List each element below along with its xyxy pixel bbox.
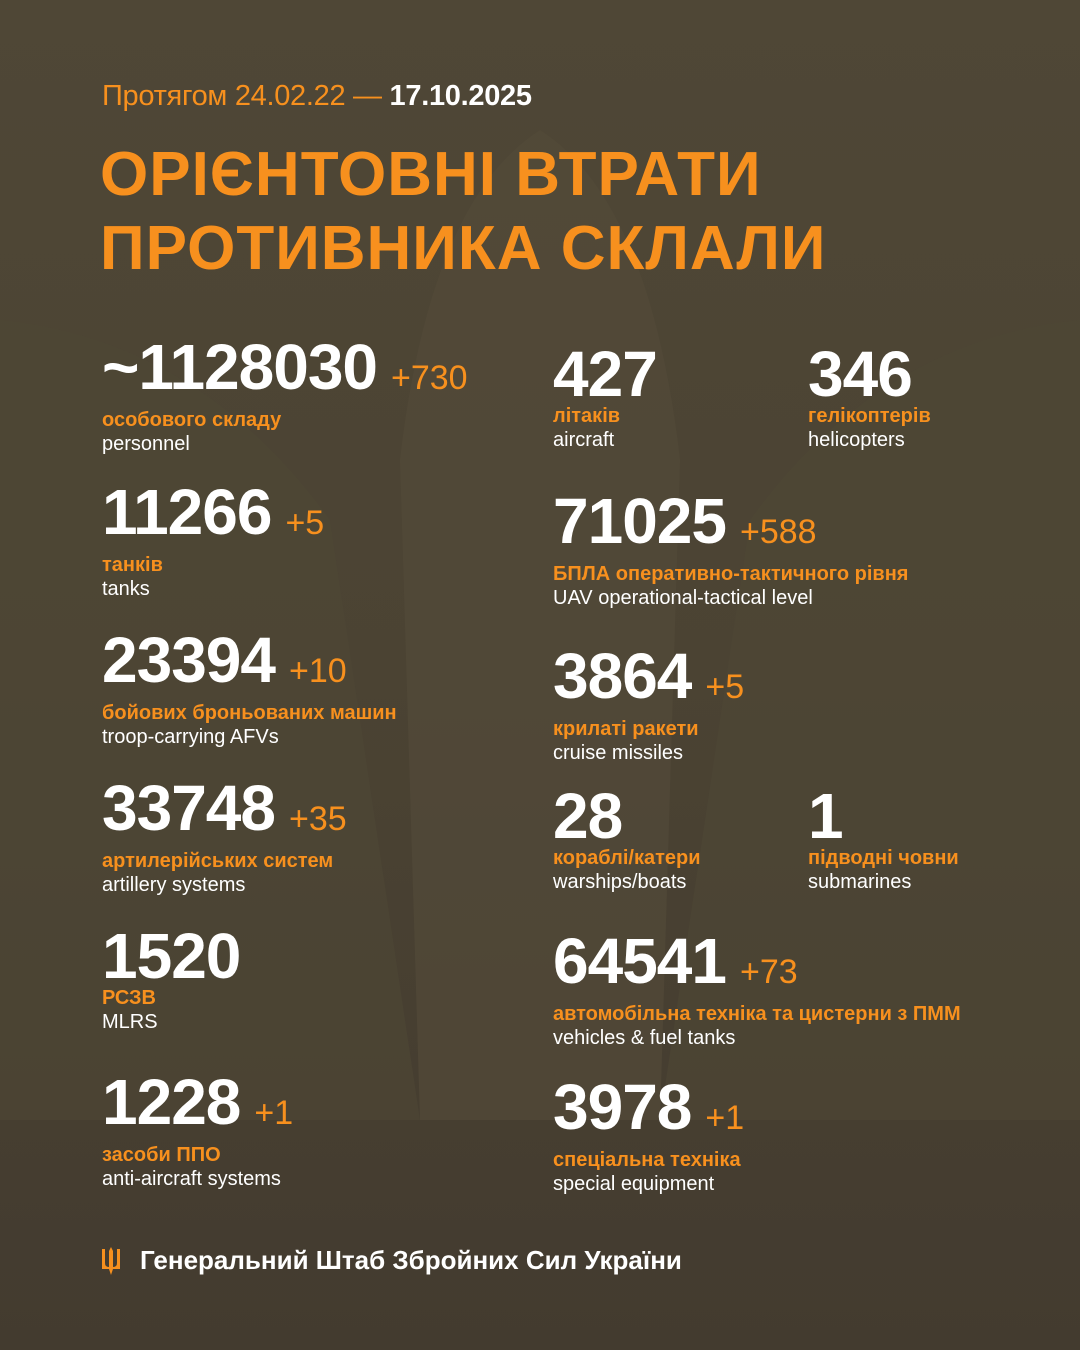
daily-delta: +5 [285,504,325,542]
value: 1520 [102,920,241,992]
value: 23394 [102,624,276,696]
label-ua: спеціальна техніка [553,1149,741,1171]
stat-value: 1 [808,784,959,848]
value: 3864 [553,640,692,712]
stat-tanks: 11266 +5 танків tanks [102,480,324,601]
label-ua: танків [102,554,163,576]
label-ua: особового складу [102,409,282,431]
stat-aircraft: 427 літаків aircraft [553,342,658,452]
daily-delta: +35 [288,800,347,838]
label-en: artillery systems [102,874,246,896]
stat-value: 64541 +73 [553,929,961,1004]
stat-cruise-missiles: 3864 +5 крилаті ракети cruise missiles [553,644,744,765]
value: 64541 [553,925,727,997]
stat-vehicles: 64541 +73 автомобільна техніка та цистерн… [553,929,961,1050]
label-en: UAV operational-tactical level [553,587,813,609]
label-en: personnel [102,433,190,455]
stat-value: 28 [553,784,701,848]
label-en: vehicles & fuel tanks [553,1027,736,1049]
value: 427 [553,338,658,410]
stat-afv: 23394 +10 бойових броньованих машин troop… [102,628,397,749]
label-ua: засоби ППО [102,1144,221,1166]
daily-delta: +730 [391,359,468,397]
daily-delta: +1 [254,1094,294,1132]
label-ua: бойових броньованих машин [102,702,397,724]
stat-value: 1228 +1 [102,1070,293,1145]
label-ua: крилаті ракети [553,718,699,740]
page-title: ОРІЄНТОВНІ ВТРАТИ ПРОТИВНИКА СКЛАЛИ [100,138,826,286]
stat-helicopters: 346 гелікоптерів helicopters [808,342,931,452]
label-en: helicopters [808,429,905,451]
stat-personnel: ~1128030 +730 особового складу personnel [102,335,468,456]
daily-delta: +1 [705,1099,745,1137]
label-ua: РСЗВ [102,987,156,1009]
value: 71025 [553,485,727,557]
label-ua: БПЛА оперативно-тактичного рівня [553,563,909,585]
stat-submarines: 1 підводні човни submarines [808,784,959,894]
stat-value: 23394 +10 [102,628,397,703]
trident-icon [102,1246,120,1275]
stat-value: 3978 +1 [553,1075,744,1150]
value: 1228 [102,1066,241,1138]
title-line-2: ПРОТИВНИКА СКЛАЛИ [100,214,827,283]
label-ua: підводні човни [808,847,959,869]
label-ua: артилерійських систем [102,850,334,872]
value: 33748 [102,772,276,844]
period-date: 17.10.2025 [389,80,532,112]
daily-delta: +10 [288,652,347,690]
daily-delta: +588 [739,513,817,551]
value: 346 [808,338,913,410]
period: Протягом 24.02.22 — 17.10.2025 [102,80,532,113]
label-en: cruise missiles [553,742,684,764]
footer-text: Генеральний Штаб Збройних Сил України [140,1245,682,1275]
label-ua: автомобільна техніка та цистерни з ПММ [553,1003,961,1025]
stat-mlrs: 1520 РСЗВ MLRS [102,924,241,1034]
stat-value: 1520 [102,924,241,988]
stat-uav: 71025 +588 БПЛА оперативно-тактичного рів… [553,489,908,610]
value: 11266 [102,476,272,548]
value: 3978 [553,1071,692,1143]
label-en: tanks [102,578,150,600]
daily-delta: +73 [739,953,798,991]
stat-special-equipment: 3978 +1 спеціальна техніка special equipm… [553,1075,744,1196]
label-en: warships/boats [553,871,687,893]
label-en: anti-aircraft systems [102,1168,281,1190]
label-en: submarines [808,871,912,893]
label-ua: гелікоптерів [808,405,931,427]
label-en: troop-carrying AFVs [102,726,279,748]
footer: Генеральний Штаб Збройних Сил України [100,1245,682,1276]
stat-value: 3864 +5 [553,644,744,719]
stat-value: 33748 +35 [102,776,347,851]
stat-artillery: 33748 +35 артилерійських систем artillery… [102,776,347,897]
period-prefix: Протягом 24.02.22 — [102,80,382,112]
label-ua: літаків [553,405,621,427]
value: ~1128030 [102,331,378,403]
stat-value: 346 [808,342,931,406]
label-en: aircraft [553,429,615,451]
value: 28 [553,780,623,852]
stat-warships: 28 кораблі/катери warships/boats [553,784,701,894]
stat-value: 11266 +5 [102,480,324,555]
stat-air-defense: 1228 +1 засоби ППО anti-aircraft systems [102,1070,293,1191]
daily-delta: +5 [705,668,745,706]
stat-value: ~1128030 +730 [102,335,468,410]
value: 1 [808,780,844,852]
label-en: special equipment [553,1173,715,1195]
stat-value: 427 [553,342,658,406]
stat-value: 71025 +588 [553,489,908,564]
label-ua: кораблі/катери [553,847,701,869]
title-line-1: ОРІЄНТОВНІ ВТРАТИ [100,140,762,209]
label-en: MLRS [102,1011,158,1033]
